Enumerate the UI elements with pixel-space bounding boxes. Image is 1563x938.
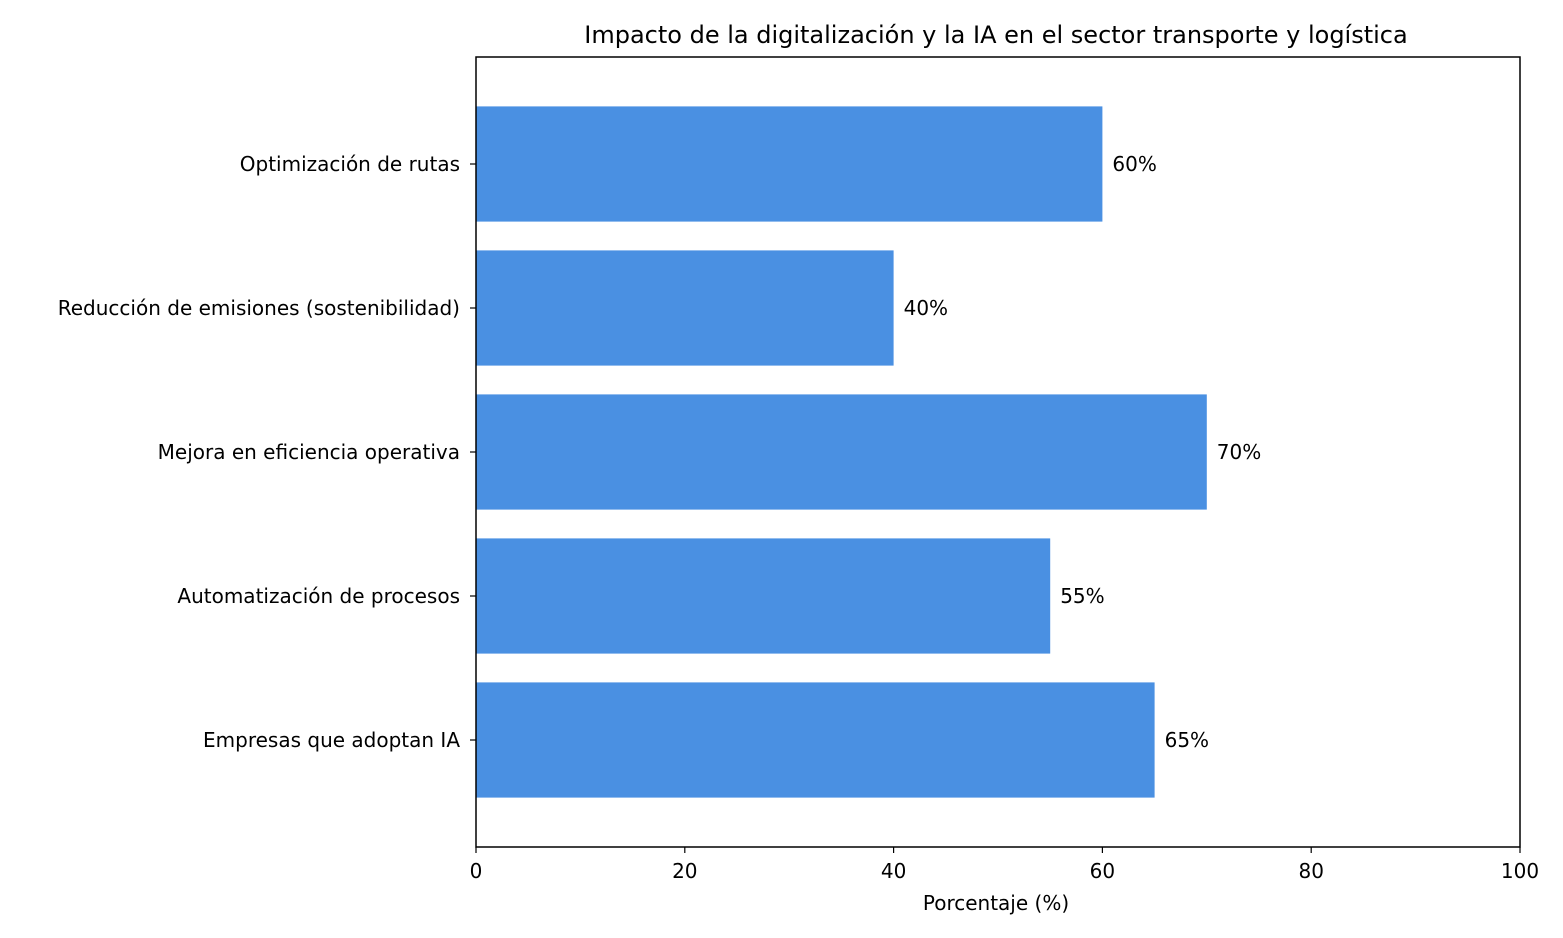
bar bbox=[476, 106, 1103, 222]
bar-data-label: 70% bbox=[1217, 440, 1261, 464]
chart-title: Impacto de la digitalización y la IA en … bbox=[584, 21, 1407, 49]
plot-frame bbox=[475, 56, 1521, 848]
bar-data-label: 40% bbox=[904, 296, 948, 320]
bar-data-label: 55% bbox=[1060, 584, 1104, 608]
x-tick-label: 40 bbox=[881, 859, 906, 883]
bar bbox=[476, 394, 1207, 510]
bar bbox=[476, 250, 894, 366]
y-tick-label: Optimización de rutas bbox=[240, 152, 460, 176]
x-tick-label: 0 bbox=[470, 859, 483, 883]
x-tick-label: 100 bbox=[1501, 859, 1539, 883]
x-tick-label: 60 bbox=[1090, 859, 1115, 883]
bar-data-label: 65% bbox=[1165, 728, 1209, 752]
bar bbox=[476, 682, 1155, 798]
x-tick-label: 80 bbox=[1298, 859, 1323, 883]
bar bbox=[476, 538, 1051, 654]
y-tick-label: Reducción de emisiones (sostenibilidad) bbox=[58, 296, 460, 320]
bars-layer: 65% 55% 70% 40% 60% bbox=[476, 106, 1261, 798]
x-tick-label: 20 bbox=[672, 859, 697, 883]
axes-layer: Empresas que adoptan IA Automatización de… bbox=[58, 56, 1539, 883]
bar-data-label: 60% bbox=[1112, 152, 1156, 176]
x-axis-label: Porcentaje (%) bbox=[923, 891, 1069, 915]
y-tick-label: Automatización de procesos bbox=[177, 584, 460, 608]
y-tick-label: Empresas que adoptan IA bbox=[203, 728, 460, 752]
y-tick-label: Mejora en eficiencia operativa bbox=[158, 440, 460, 464]
